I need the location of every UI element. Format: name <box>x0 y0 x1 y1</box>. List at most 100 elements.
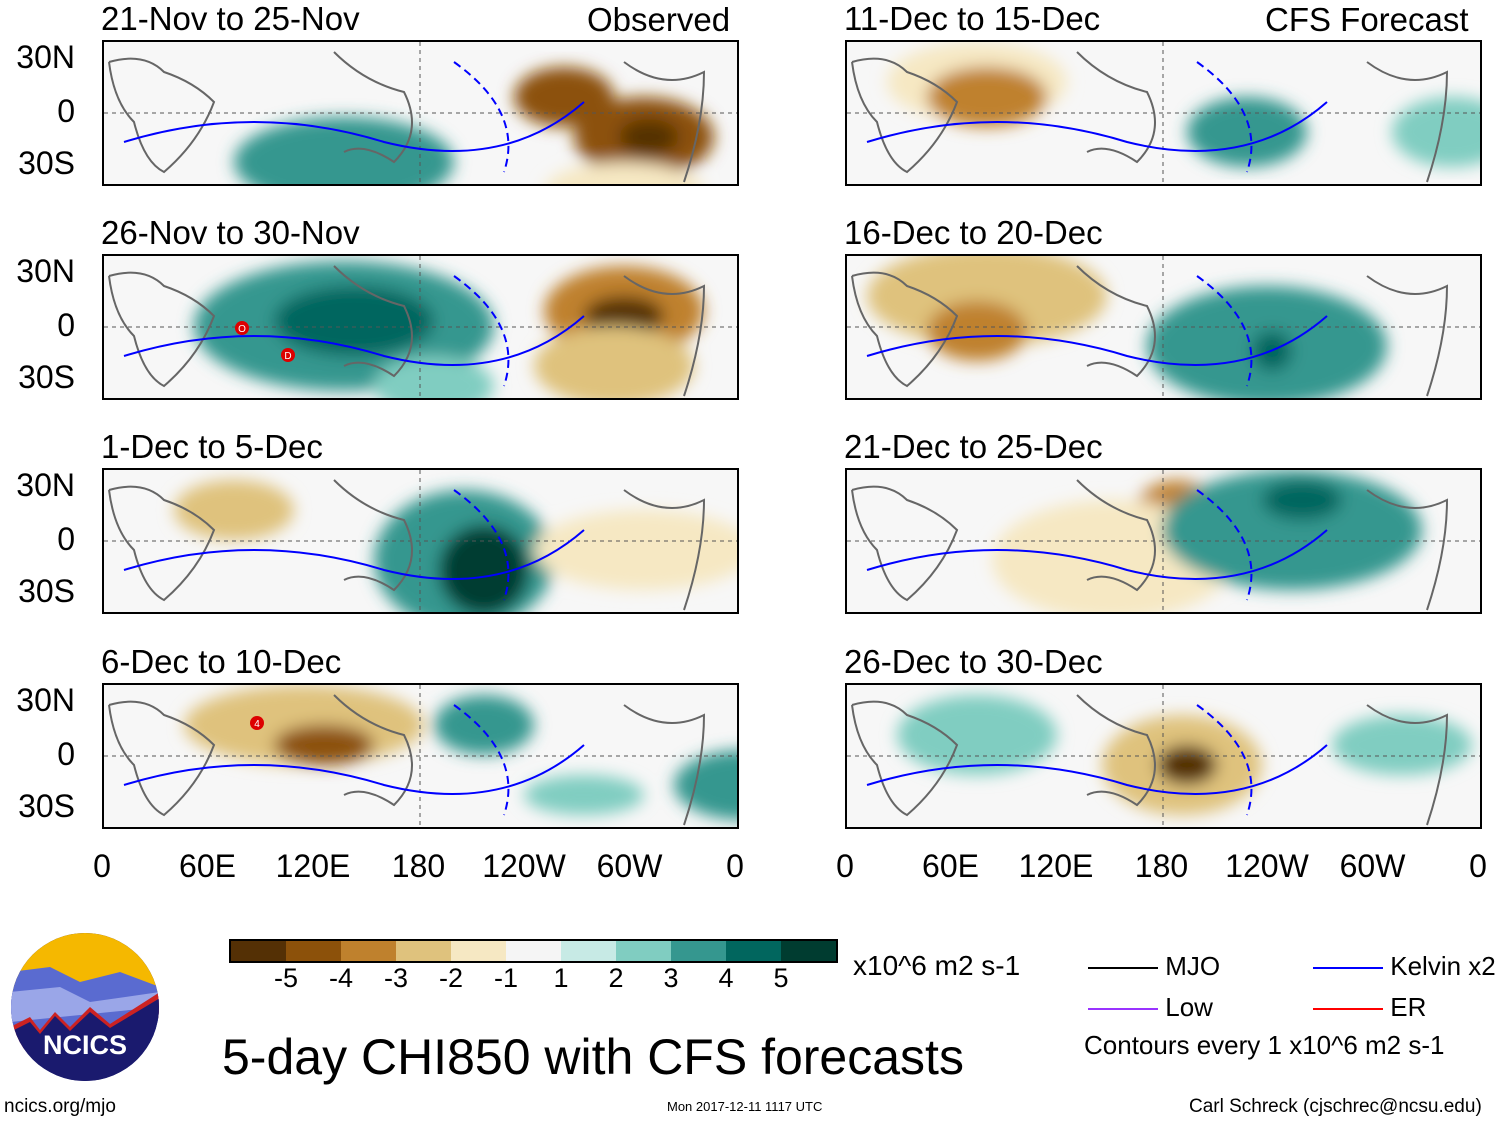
kelvin-contour <box>866 529 1328 580</box>
anomaly-region <box>674 750 737 820</box>
footer-author: Carl Schreck (cjschrec@ncsu.edu) <box>1189 1096 1482 1117</box>
coastline <box>108 694 706 826</box>
lat-label: 30S <box>18 359 75 395</box>
map-panel: 4 <box>102 683 739 829</box>
anomaly-region <box>434 695 534 755</box>
lon-label: 120E <box>1018 848 1094 884</box>
map-panel <box>102 40 739 186</box>
anomaly-region <box>1392 97 1480 167</box>
kelvin-contour-negative <box>1196 489 1253 601</box>
lat-label: 30S <box>18 145 75 181</box>
anomaly-region <box>867 256 1107 346</box>
kelvin-contour <box>123 744 585 795</box>
lat-label: 30S <box>18 573 75 609</box>
panel-title: 16-Dec to 20-Dec <box>844 214 1103 251</box>
lat-label: 30N <box>16 39 75 75</box>
anomaly-region <box>374 356 494 398</box>
colorbar <box>229 939 838 963</box>
svg-text:D: D <box>284 351 291 362</box>
kelvin-contour-negative <box>1196 704 1253 816</box>
tropical-storm-icon <box>281 348 295 362</box>
colorbar-swatch <box>671 941 726 961</box>
anomaly-region <box>234 117 454 184</box>
colorbar-swatch <box>396 941 451 961</box>
footer-url[interactable]: ncics.org/mjo <box>4 1096 116 1117</box>
anomaly-region <box>619 119 679 155</box>
panel-title: 1-Dec to 5-Dec <box>101 428 323 465</box>
lat-label: 0 <box>57 521 75 557</box>
panel-title: 6-Dec to 10-Dec <box>101 643 342 680</box>
kelvin-contour-negative <box>453 61 510 173</box>
kelvin-contour-negative <box>453 704 510 816</box>
anomaly-region <box>584 296 664 336</box>
kelvin-contour <box>866 744 1328 795</box>
colorbar-swatch <box>726 941 781 961</box>
legend-kelvin: Kelvin x2 <box>1313 951 1496 982</box>
colorbar-units: x10^6 m2 s-1 <box>853 950 1021 981</box>
coastline <box>851 51 1449 183</box>
panel-title: 21-Dec to 25-Dec <box>844 428 1103 465</box>
colorbar-label: -1 <box>493 963 519 993</box>
lon-label: 180 <box>1134 848 1189 884</box>
anomaly-region <box>546 162 702 184</box>
lat-label: 0 <box>57 307 75 343</box>
lon-label: 120E <box>275 848 351 884</box>
map-panel <box>102 468 739 614</box>
kelvin-contour <box>866 101 1328 152</box>
contour-note: Contours every 1 x10^6 m2 s-1 <box>1084 1030 1445 1060</box>
colorbar-label: -2 <box>438 963 464 993</box>
svg-text:NCICS: NCICS <box>43 1030 127 1060</box>
panel-title: 21-Nov to 25-Nov <box>101 0 360 37</box>
colorbar-label: 3 <box>663 963 679 993</box>
footer-timestamp: Mon 2017-12-11 1117 UTC <box>667 1099 823 1114</box>
anomaly-region <box>534 510 737 590</box>
tropical-storm-icon <box>235 321 249 335</box>
ncics-logo: NCICS <box>10 932 160 1082</box>
map-panel <box>845 468 1482 614</box>
lat-label: 30S <box>18 788 75 824</box>
colorbar-label: -4 <box>328 963 354 993</box>
legend-low: Low <box>1088 992 1213 1023</box>
coastline <box>108 51 706 183</box>
lon-label: 60W <box>1339 848 1406 884</box>
legend-mjo: MJO <box>1088 951 1220 982</box>
lon-label: 60W <box>596 848 663 884</box>
anomaly-region <box>524 775 644 815</box>
colorbar-swatch <box>616 941 671 961</box>
colorbar-swatch <box>231 941 286 961</box>
kelvin-contour-negative <box>453 275 510 387</box>
anomaly-region <box>1157 745 1217 785</box>
colorbar-label: -5 <box>273 963 299 993</box>
legend-er: ER <box>1313 992 1426 1023</box>
lat-label: 30N <box>16 682 75 718</box>
anomaly-region <box>897 695 1057 775</box>
lat-label: 0 <box>57 736 75 772</box>
colorbar-label: -3 <box>383 963 409 993</box>
tropical-storm-icon <box>250 716 264 730</box>
colorbar-label: 4 <box>718 963 734 993</box>
panel-title: 26-Nov to 30-Nov <box>101 214 360 251</box>
lon-label: 0 <box>836 848 854 884</box>
colorbar-label: 1 <box>553 963 569 993</box>
anomaly-region <box>514 67 614 127</box>
kelvin-contour-negative <box>453 489 510 601</box>
svg-text:4: 4 <box>254 719 260 730</box>
coastline <box>108 479 706 611</box>
anomaly-region <box>927 67 1047 127</box>
panel-title: 26-Dec to 30-Dec <box>844 643 1103 680</box>
svg-text:O: O <box>238 324 246 335</box>
kelvin-contour <box>123 101 585 152</box>
lat-label: 30N <box>16 253 75 289</box>
lon-label: 60E <box>922 848 979 884</box>
kelvin-contour <box>866 315 1328 366</box>
anomaly-region <box>174 480 294 540</box>
kelvin-contour <box>123 529 585 580</box>
colorbar-swatch <box>561 941 616 961</box>
lon-label: 0 <box>93 848 111 884</box>
kelvin-contour <box>123 315 585 366</box>
forecast-label: CFS Forecast <box>1265 1 1469 38</box>
anomaly-region <box>534 326 694 398</box>
kelvin-contour-negative <box>1196 275 1253 387</box>
kelvin-contour-negative <box>1196 61 1253 173</box>
